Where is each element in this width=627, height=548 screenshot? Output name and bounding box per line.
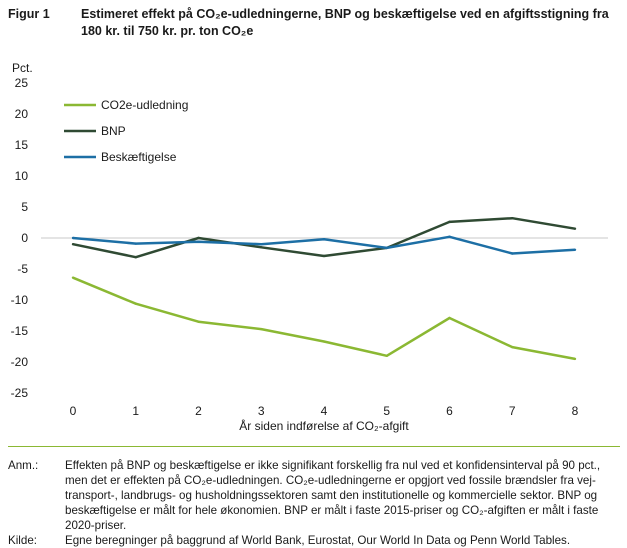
x-axis-title: År siden indførelse af CO₂-afgift [239,418,409,433]
x-tick-label: 0 [70,404,77,418]
y-tick-label: 15 [15,138,29,152]
notes-divider [8,446,620,447]
legend-label: Beskæftigelse [101,150,177,164]
data-point [573,357,577,361]
data-point [322,238,326,241]
data-point [448,220,451,224]
note-kilde-label: Kilde: [8,534,38,547]
data-point [71,243,75,246]
x-tick-label: 1 [132,404,139,418]
data-point [134,302,137,305]
y-tick-label: 20 [15,107,29,121]
x-axis: 0 1 2 3 4 5 6 7 8 [70,404,579,418]
data-point [134,242,137,245]
y-axis: 25 20 15 10 5 0 -5 -10 -15 -20 -25 [11,76,29,400]
legend-label: CO2e-udledning [101,98,188,112]
legend: CO2e-udledning BNP Beskæftigelse [64,98,188,164]
data-point [197,240,200,243]
figure-notes: Anm.: Effekten på BNP og beskæftigelse e… [8,458,620,548]
x-tick-label: 7 [509,404,516,418]
series-line-0 [72,276,576,361]
note-anm-text: Effekten på BNP og beskæftigelse er ikke… [65,459,601,532]
note-anm-label: Anm.: [8,459,39,472]
data-point [448,235,451,238]
y-tick-label: -5 [17,262,28,276]
line-chart: 25 20 15 10 5 0 -5 -10 -15 -20 -25 0 1 2 3 4 5 6 7 8 År si… [11,76,608,433]
x-tick-label: 2 [195,404,202,418]
y-tick-label: 0 [21,231,28,245]
note-kilde-text: Egne beregninger på baggrund af World Ba… [65,534,571,547]
x-tick-label: 5 [383,404,390,418]
figure-title: Estimeret effekt på CO₂e-udledningerne, … [81,7,609,38]
data-point [511,252,514,255]
data-point [71,236,75,240]
y-tick-label: -20 [11,355,29,369]
data-point [197,320,200,323]
data-point [573,227,577,230]
data-point [511,216,514,220]
x-tick-label: 3 [258,404,265,418]
x-tick-label: 6 [446,404,453,418]
data-point [260,246,263,249]
data-point [448,316,451,320]
data-point [511,345,514,349]
y-tick-label: 5 [21,200,28,214]
x-tick-label: 4 [321,404,328,418]
data-point [197,236,200,240]
y-axis-unit: Pct. [12,61,33,75]
data-point [322,254,326,258]
note-anm: Anm.: Effekten på BNP og beskæftigelse e… [8,458,620,533]
note-kilde: Kilde: Egne beregninger på baggrund af W… [8,533,620,548]
y-tick-label: -10 [11,293,29,307]
data-point [260,327,263,331]
y-tick-label: 10 [15,169,29,183]
x-tick-label: 8 [572,404,579,418]
data-point [71,276,75,279]
figure-number: Figur 1 [8,7,50,21]
data-point [385,246,388,250]
data-point [322,340,326,343]
y-tick-label: 25 [15,76,29,90]
y-tick-label: -15 [11,324,29,338]
series-layer [71,216,577,361]
data-point [260,243,263,246]
y-tick-label: -25 [11,386,29,400]
data-point [573,248,577,251]
legend-label: BNP [101,124,126,138]
data-point [385,354,388,357]
data-point [134,256,137,259]
